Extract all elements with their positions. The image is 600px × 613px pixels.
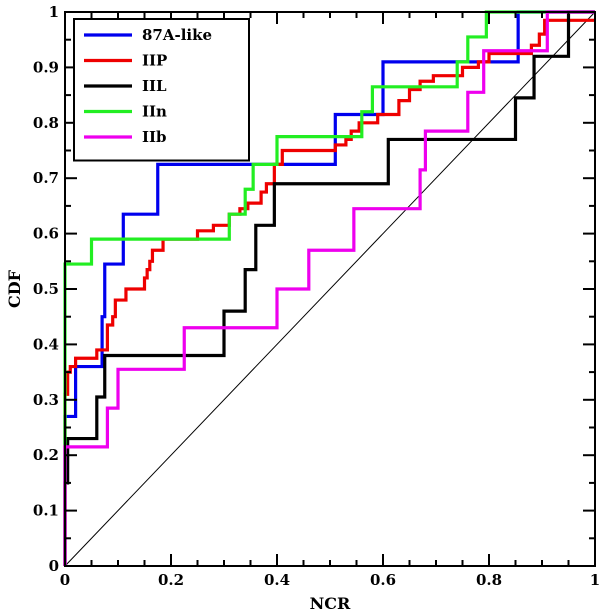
legend-label-87a-like: 87A-like: [142, 26, 212, 44]
series-line-iip: [63, 18, 595, 566]
y-tick-label: 1: [49, 3, 59, 21]
series-line-iib: [63, 10, 595, 566]
legend-label-iin: IIn: [142, 103, 167, 121]
legend: 87A-like IIP IIL IIn IIb: [73, 18, 250, 162]
legend-label-iib: IIb: [142, 128, 167, 146]
y-axis-title: CDF: [5, 269, 24, 308]
y-tick-label: 0.5: [33, 280, 59, 298]
tick-labels-group: 0 0.2 0.4 0.6 0.8 1 0 0.1 0.2 0.3 0.4 0.5 0.6 0.7 0.8 0…: [33, 3, 600, 589]
legend-label-iil: IIL: [142, 77, 167, 95]
x-tick-label: 0.6: [370, 571, 396, 589]
reference-diagonal-line: [64, 11, 596, 567]
x-tick-label: 1: [590, 571, 600, 589]
series-line-iil: [63, 10, 595, 566]
axis-ticks-group: [64, 11, 596, 567]
series-line-iin: [63, 10, 595, 566]
y-tick-label: 0.2: [33, 446, 59, 464]
y-tick-label: 0.8: [33, 114, 59, 132]
y-tick-label: 0.7: [33, 169, 59, 187]
x-tick-label: 0.8: [476, 571, 502, 589]
y-tick-label: 0.1: [33, 502, 59, 520]
y-tick-label: 0: [49, 557, 59, 575]
x-tick-label: 0.4: [264, 571, 290, 589]
reference-line-group: [64, 11, 596, 567]
series-lines-group: [63, 10, 595, 566]
y-tick-label: 0.6: [33, 225, 59, 243]
y-tick-label: 0.9: [33, 58, 59, 76]
y-tick-label: 0.4: [33, 335, 59, 353]
x-tick-label: 0.2: [158, 571, 184, 589]
x-tick-label: 0: [60, 571, 70, 589]
legend-label-iip: IIP: [142, 52, 167, 70]
y-tick-label: 0.3: [33, 391, 59, 409]
x-axis-title: NCR: [310, 594, 351, 613]
